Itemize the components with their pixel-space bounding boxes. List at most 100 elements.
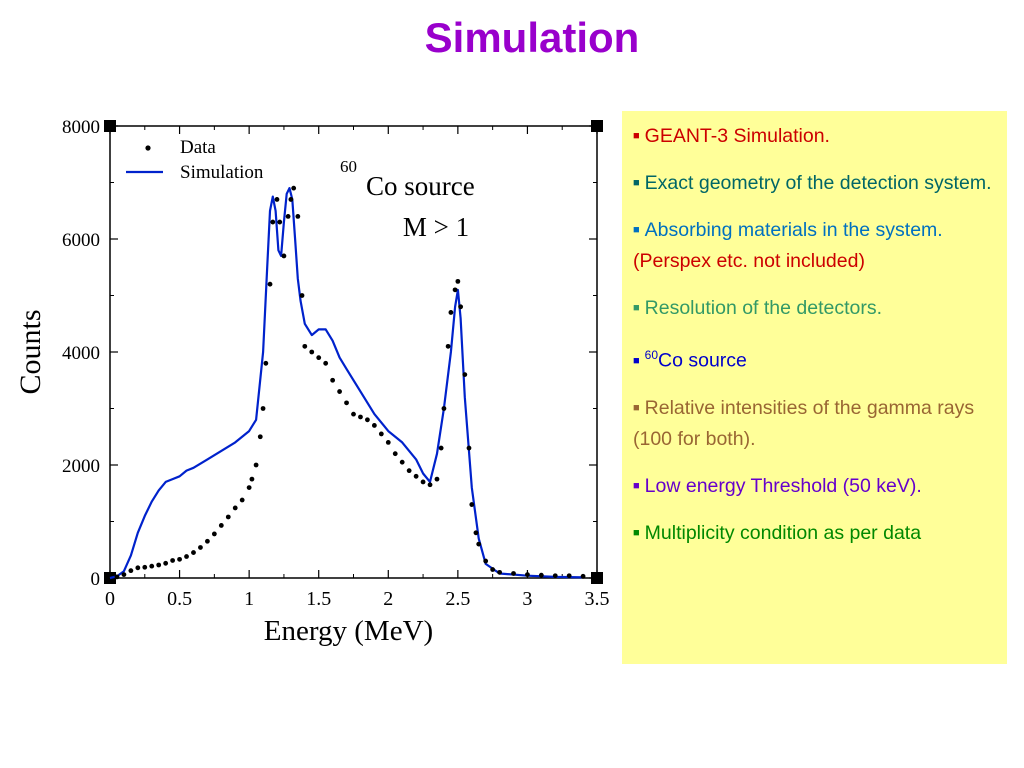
data-point [316,355,322,361]
x-tick-label: 0.5 [167,588,192,610]
data-point [163,560,169,566]
note-text: Absorbing materials in the system. [644,219,943,241]
data-point [445,343,451,349]
data-point [281,253,287,259]
note-item: ■ Multiplicity condition as per data [633,518,995,549]
data-point [337,389,342,394]
bullet-icon: ■ [633,526,640,539]
data-point [452,287,458,293]
x-tick-label: 1.5 [306,588,331,610]
data-point [552,573,558,579]
data-point [246,485,252,490]
data-point [149,563,155,569]
data-point [371,423,377,428]
data-point [277,219,283,225]
data-point [413,473,419,479]
data-point [288,197,294,202]
series-line-simulation [109,187,584,580]
x-tick-label: 3.5 [585,588,610,610]
data-point [378,431,384,437]
data-point [473,530,479,536]
legend-marker-data [145,145,151,151]
data-point [358,414,363,420]
data-point [184,554,189,559]
data-point [466,445,472,451]
plot-frame [109,125,598,579]
data-point [441,406,447,411]
note-item: ■ 60Co source [633,340,995,377]
note-text: Co source [658,349,747,372]
x-tick-label: 2.5 [445,588,470,610]
y-tick-label: 2000 [62,456,100,477]
data-point [420,479,426,485]
note-text: GEANT-3 Simulation. [644,125,830,147]
note-item: ■ Low energy Threshold (50 keV). [633,471,995,502]
note-superscript: 60 [644,348,659,362]
data-point [299,293,305,298]
note-text: Exact geometry of the detection system. [644,172,992,194]
data-point [257,434,263,440]
bullet-icon: ■ [633,177,640,189]
bullet-icon: ■ [633,479,640,492]
data-point [232,505,238,511]
note-text: Multiplicity condition as per data [644,521,922,544]
data-point [128,568,134,574]
data-point [309,349,315,355]
data-point [156,562,162,568]
data-point [177,556,182,562]
data-point [198,545,203,550]
note-item: ■ GEANT-3 Simulation. [633,121,995,152]
annotation-line2: M > 1 [403,212,469,242]
data-point [249,476,255,482]
data-point [114,574,120,580]
note-item: ■ Exact geometry of the detection system. [633,168,995,199]
data-point [385,440,391,445]
data-point [434,476,440,482]
y-tick-label: 4000 [62,343,100,364]
data-point [218,523,224,528]
note-extra: (Perspex etc. not included) [633,250,865,272]
data-point [344,400,349,406]
data-point [191,550,196,555]
data-point [438,445,444,451]
data-point [270,219,276,225]
data-point [497,569,502,575]
data-point [205,538,210,544]
annotation-superscript: 60 [340,157,357,176]
data-point [511,571,516,576]
data-point [291,185,297,191]
data-point [458,304,464,310]
bullet-icon: ■ [633,224,640,236]
legend-label-data: Data [180,137,216,158]
bullet-icon: ■ [633,302,640,314]
data-point [455,278,461,284]
data-point [135,565,141,571]
data-point [263,360,269,366]
data-point [351,411,356,417]
data-point [323,360,329,366]
data-point [538,572,544,578]
data-point [260,406,266,411]
data-point [365,417,370,423]
data-point [225,514,231,520]
note-item: ■ Absorbing materials in the system. (Per… [633,215,995,277]
data-point [462,372,468,377]
notes-panel: ■ GEANT-3 Simulation. ■ Exact geometry of t… [622,111,1007,664]
data-point [566,573,572,579]
data-point [469,502,475,507]
spectrum-chart: 0 0.5 1 1.5 2 2.5 3 3.5 0 2000 4000 6000 8000 Energy … [0,100,620,660]
note-text: Low energy Threshold (50 keV). [644,474,922,497]
data-point [399,459,405,465]
note-item: ■ Resolution of the detectors. [633,293,995,324]
x-tick-label: 0 [105,588,115,610]
notes-list: ■ GEANT-3 Simulation. ■ Exact geometry of t… [633,121,995,549]
x-tick-label: 2 [383,588,393,610]
note-text: Relative intensities of the gamma rays (… [633,396,975,450]
note-text: Resolution of the detectors. [644,297,883,319]
bullet-icon: ■ [633,354,640,367]
data-point [295,214,301,219]
legend-label-simulation: Simulation [180,162,264,183]
y-tick-label: 8000 [62,117,100,138]
data-point [239,497,245,503]
y-tick-label: 6000 [62,230,100,251]
